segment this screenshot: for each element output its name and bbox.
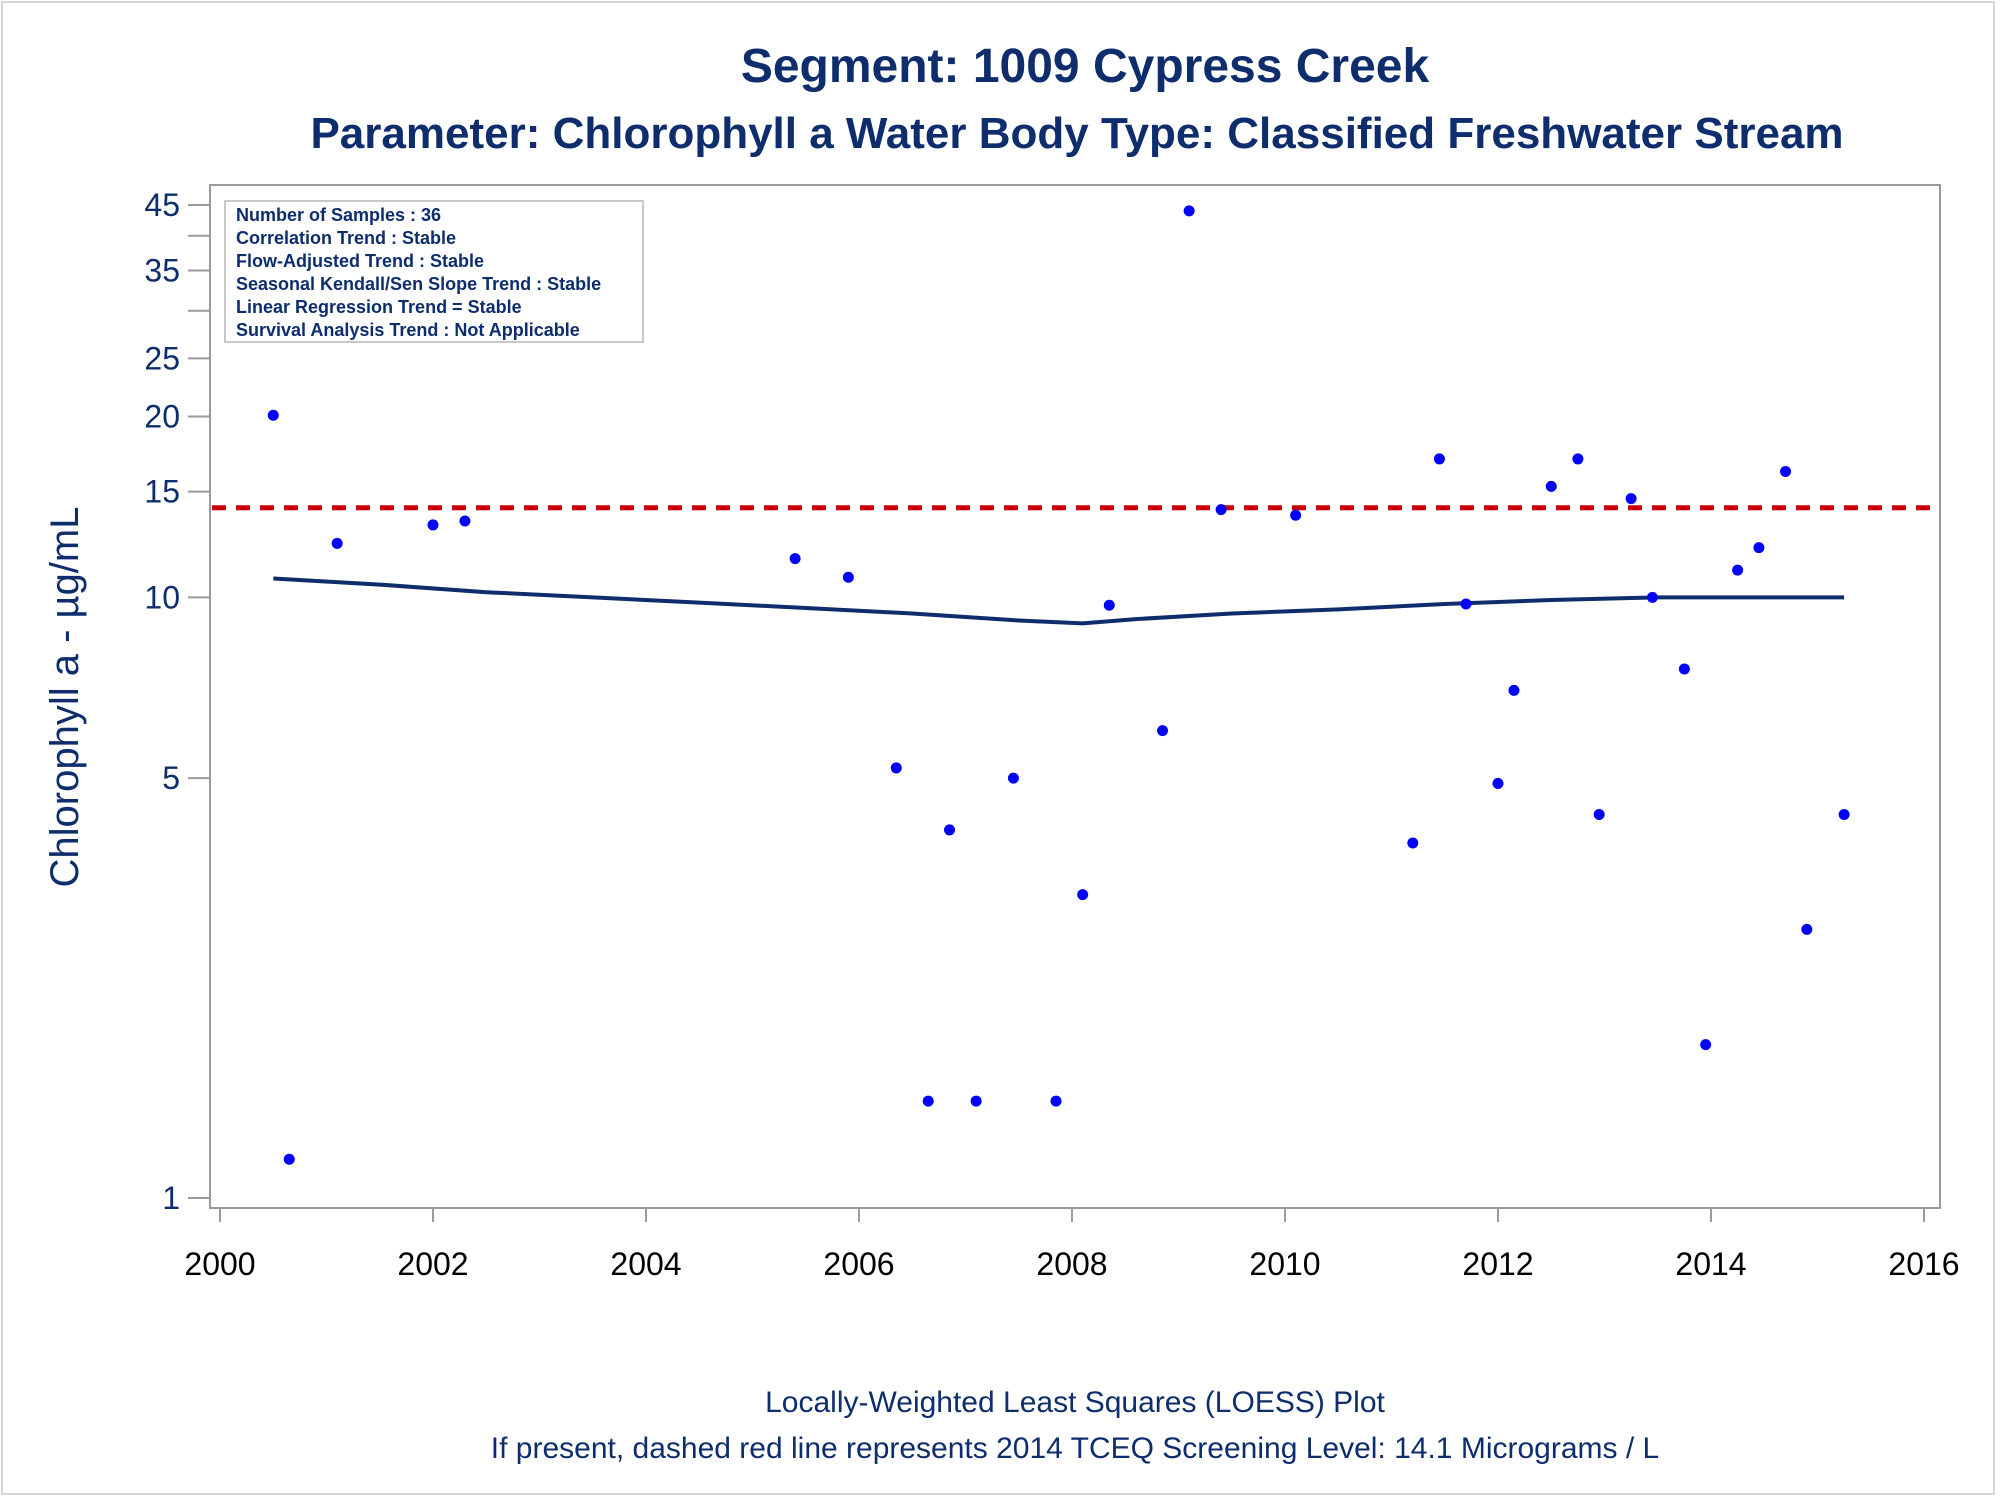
data-point bbox=[1780, 466, 1792, 478]
data-point bbox=[922, 1095, 934, 1107]
data-point bbox=[1753, 542, 1765, 554]
data-point bbox=[1646, 591, 1658, 603]
data-point bbox=[267, 409, 279, 421]
data-point bbox=[1183, 205, 1195, 217]
stats-legend-line: Correlation Trend : Stable bbox=[236, 228, 456, 248]
chart-title: Segment: 1009 Cypress Creek bbox=[741, 40, 1430, 93]
stats-legend-line: Linear Regression Trend = Stable bbox=[236, 297, 522, 317]
y-tick-label: 1 bbox=[162, 1180, 180, 1216]
data-point bbox=[1801, 923, 1813, 935]
stats-legend-box bbox=[224, 200, 644, 343]
plot-area bbox=[209, 184, 1941, 1209]
data-point bbox=[1290, 509, 1302, 521]
data-point bbox=[1678, 663, 1690, 675]
data-point bbox=[1700, 1039, 1712, 1051]
data-point bbox=[1838, 808, 1850, 820]
data-point bbox=[789, 553, 801, 565]
y-tick-label: 5 bbox=[162, 760, 180, 796]
x-tick-label: 2006 bbox=[823, 1246, 894, 1282]
data-point bbox=[283, 1153, 295, 1165]
data-points bbox=[267, 205, 1850, 1165]
data-point bbox=[1050, 1095, 1062, 1107]
data-point bbox=[944, 824, 956, 836]
data-point bbox=[1215, 504, 1227, 516]
x-tick-label: 2002 bbox=[397, 1246, 468, 1282]
chart-subtitle: Parameter: Chlorophyll a Water Body Type… bbox=[310, 109, 1843, 158]
x-tick-label: 2014 bbox=[1675, 1246, 1746, 1282]
x-tick-label: 2000 bbox=[184, 1246, 255, 1282]
data-point bbox=[1732, 564, 1744, 576]
y-tick-label: 10 bbox=[144, 579, 180, 615]
loess-line bbox=[273, 576, 1845, 626]
data-point bbox=[1007, 772, 1019, 784]
data-point bbox=[1407, 837, 1419, 849]
x-axis: 2000 2002 2004 2006 2008 2010 2012 2014 2016 bbox=[184, 1208, 1960, 1282]
stats-legend-line: Flow-Adjusted Trend : Stable bbox=[236, 251, 484, 271]
footnote-loess: Locally-Weighted Least Squares (LOESS) P… bbox=[765, 1386, 1385, 1419]
x-tick-label: 2010 bbox=[1249, 1246, 1320, 1282]
data-point bbox=[970, 1095, 982, 1107]
data-point bbox=[1460, 598, 1472, 610]
x-tick-label: 2004 bbox=[610, 1246, 681, 1282]
data-point bbox=[331, 537, 343, 549]
x-tick-label: 2012 bbox=[1462, 1246, 1533, 1282]
data-point bbox=[1492, 777, 1504, 789]
y-tick-label: 35 bbox=[144, 253, 180, 289]
data-point bbox=[427, 519, 439, 531]
data-point bbox=[890, 762, 902, 774]
y-tick-label: 20 bbox=[144, 399, 180, 435]
data-point bbox=[1103, 599, 1115, 611]
data-point bbox=[1077, 889, 1089, 901]
data-point bbox=[1545, 480, 1557, 492]
y-tick-label: 15 bbox=[144, 474, 180, 510]
data-point bbox=[459, 515, 471, 527]
stats-legend-line: Number of Samples : 36 bbox=[236, 205, 441, 225]
y-axis-label: Chlorophyll a - µg/mL bbox=[43, 507, 87, 888]
data-point bbox=[1508, 684, 1520, 696]
x-tick-label: 2008 bbox=[1036, 1246, 1107, 1282]
data-point bbox=[1433, 453, 1445, 465]
data-point bbox=[842, 571, 854, 583]
data-point bbox=[1157, 725, 1169, 737]
x-tick-label: 2016 bbox=[1888, 1246, 1959, 1282]
stats-legend: Number of Samples : 36 Correlation Trend … bbox=[224, 200, 644, 343]
y-tick-label: 45 bbox=[144, 187, 180, 223]
y-tick-label: 25 bbox=[144, 340, 180, 376]
stats-legend-line: Survival Analysis Trend : Not Applicable bbox=[236, 320, 580, 340]
footnote-screening: If present, dashed red line represents 2… bbox=[491, 1432, 1659, 1465]
data-point bbox=[1593, 808, 1605, 820]
data-point bbox=[1625, 493, 1637, 505]
data-point bbox=[1572, 453, 1584, 465]
stats-legend-line: Seasonal Kendall/Sen Slope Trend : Stabl… bbox=[236, 274, 601, 294]
